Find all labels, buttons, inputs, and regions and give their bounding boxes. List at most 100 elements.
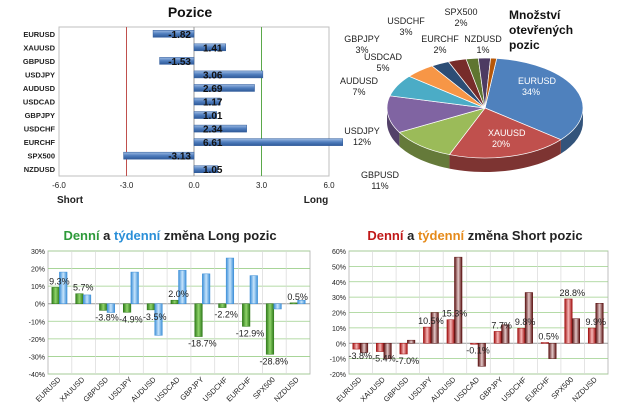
long-title-weekly: týdenní [114,228,161,243]
short-change-daily-bar [376,343,385,352]
short-title-and: a [403,228,417,243]
position-value-label: 3.06 [203,70,223,81]
long-change-value-label: -18.7% [188,339,217,349]
long-change-daily-bar [194,303,203,337]
short-change-y-tick: -20% [330,372,346,379]
long-change-weekly-bar [59,271,68,304]
long-change-y-tick: 20% [31,267,45,274]
position-category-label: XAUUSD [23,43,55,52]
pie-slice [448,107,562,159]
position-category-label: GBPUSD [23,57,56,66]
position-category-label: USDJPY [25,70,55,79]
short-change-weekly-bar [477,343,486,367]
long-change-daily-bar [51,287,60,304]
short-change-value-label: -3.8% [349,351,373,361]
short-change-category-label: EURCHF [523,375,552,404]
position-category-label: USDCHF [24,125,56,134]
long-change-category-label: EURUSD [34,375,63,404]
short-change-daily-bar [446,319,455,344]
long-change-category-label: GBPUSD [81,375,110,404]
position-category-label: AUDUSD [23,84,56,93]
long-change-weekly-bar [225,257,235,304]
position-value-label: 1.41 [203,43,223,54]
short-change-daily-bar [399,343,408,355]
position-category-label: EURUSD [23,30,55,39]
short-change-daily-bar [352,343,361,350]
long-title-and: a [100,228,114,243]
long-change-value-label: 0.5% [287,292,308,302]
long-title-rest: změna Long pozic [160,228,276,243]
position-bar [123,151,195,160]
pie-slice-label: EURUSD [518,76,557,86]
short-change-daily-bar [493,331,502,344]
pie-slice-percent: 1% [476,45,489,55]
short-change-y-tick: -10% [330,357,346,364]
long-change-value-label: -4.9% [119,314,143,324]
short-change-category-label: NZDUSD [570,375,599,404]
pie-slice-percent: 5% [376,63,389,73]
position-value-label: 1.17 [203,98,223,109]
short-change-y-tick: 0% [336,341,346,348]
long-change-daily-bar [218,303,227,308]
position-bar [193,138,343,146]
positions-x-tick: 0.0 [188,181,200,190]
long-change-weekly-bar [106,303,115,313]
short-change-weekly-bar [407,339,416,344]
pie-slice-label: GBPUSD [361,170,400,180]
short-change-value-label: -7.0% [396,356,420,366]
position-bar [193,111,217,119]
long-change-daily-bar [289,302,298,305]
positions-x-tick: -3.0 [120,181,134,190]
positions-x-tick: 3.0 [256,181,268,190]
short-change-category-label: GBPUSD [382,375,411,404]
pie-slice-label: AUDUSD [340,76,379,86]
short-change-bar-chart: Denní a týdenní změna Short pozic 60% 50%… [330,228,609,404]
long-change-weekly-bar [83,294,92,304]
long-change-y-tick: 0% [35,302,45,309]
short-change-weekly-bar [524,292,533,344]
positions-chart-title: Pozice [168,4,213,20]
position-value-label: -3.13 [168,152,191,163]
long-change-y-tick: -20% [29,337,45,344]
long-change-y-tick: -40% [29,372,45,379]
short-change-daily-bar [540,342,549,344]
short-change-y-tick: 20% [332,311,346,318]
pie-slice-side [387,106,400,147]
pie-slice-label: GBPJPY [344,34,380,44]
pie-slice-label: EURCHF [421,34,459,44]
positions-x-tick: 6.0 [323,181,335,190]
pie-slice-percent: 34% [522,87,540,97]
short-title-daily: Denní [367,228,404,243]
long-label: Long [304,195,328,206]
long-change-value-label: 5.7% [73,283,94,293]
short-label: Short [57,195,84,206]
pie-title-line-3: pozic [509,38,540,52]
pie-title-line-2: otevřených [509,23,573,37]
pie-slice-label: USDJPY [344,126,380,136]
long-change-value-label: -3.8% [95,312,119,322]
short-change-value-label: -5.4% [372,354,396,364]
long-change-weekly-bar [130,271,139,304]
positions-bar-chart: Pozice EURUSD XAUUSD GBPUSD USDJPY AUDUSD USD… [23,4,343,206]
long-change-daily-bar [170,299,179,304]
pie-slice-percent: 12% [353,137,371,147]
pie-slice [484,57,584,141]
position-bar [193,165,218,173]
long-change-y-tick: 10% [31,284,45,291]
long-change-value-label: 2.0% [168,289,189,299]
short-change-value-label: 0.5% [538,331,559,341]
position-value-label: 1.05 [203,165,223,176]
short-change-value-label: -0.1% [466,345,490,355]
short-change-daily-bar [517,327,526,344]
pie-slice-percent: 7% [352,87,365,97]
short-change-y-tick: 10% [332,326,346,333]
pie-slice-label: SPX500 [444,7,477,17]
position-category-label: EURCHF [24,138,56,147]
pie-slice-percent: 2% [454,18,467,28]
short-change-weekly-bar [454,256,463,344]
short-change-weekly-bar [430,312,439,344]
short-change-y-tick: 40% [332,280,346,287]
long-change-bar-chart: Denní a týdenní změna Long pozic 30% 20% 1… [29,228,311,404]
